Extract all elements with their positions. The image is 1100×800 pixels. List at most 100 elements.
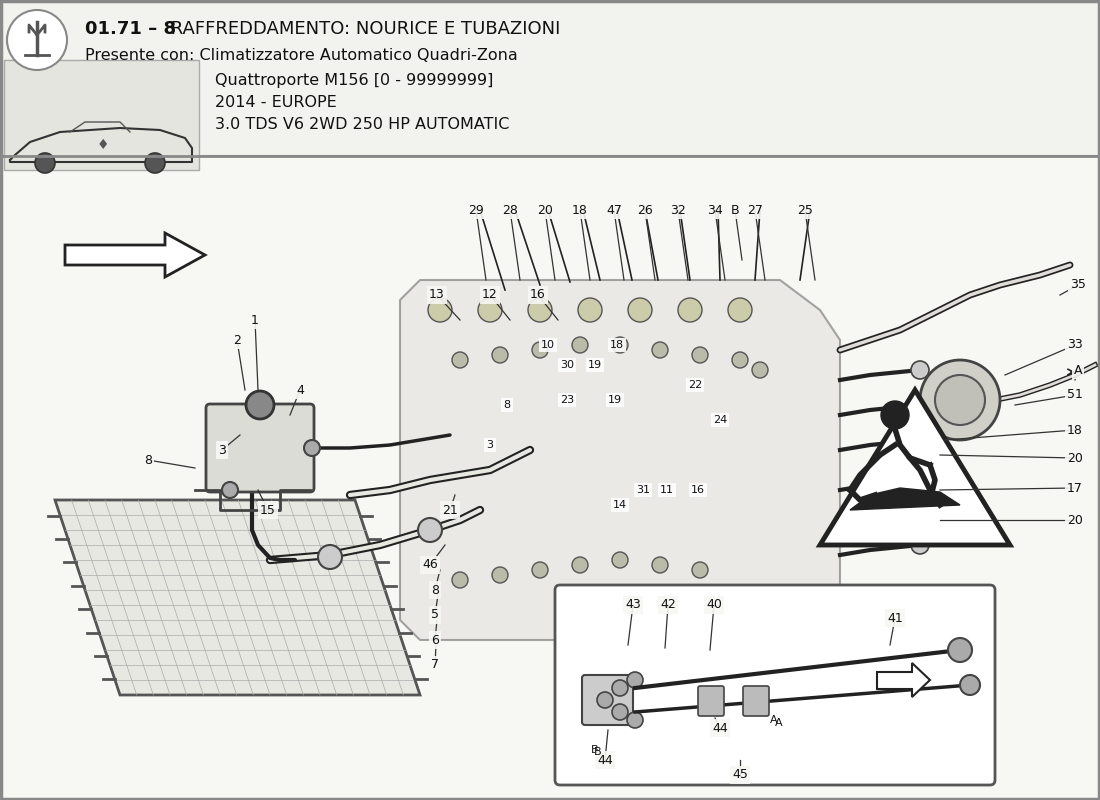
- Polygon shape: [820, 390, 1010, 545]
- Text: 32: 32: [670, 203, 686, 217]
- Circle shape: [492, 567, 508, 583]
- Polygon shape: [65, 233, 205, 277]
- Text: 30: 30: [560, 360, 574, 370]
- Circle shape: [246, 391, 274, 419]
- Text: 01.71 – 8: 01.71 – 8: [85, 20, 176, 38]
- Text: 10: 10: [541, 340, 556, 350]
- Circle shape: [35, 153, 55, 173]
- Text: 2014 - EUROPE: 2014 - EUROPE: [214, 95, 337, 110]
- Text: 14: 14: [613, 500, 627, 510]
- Circle shape: [7, 10, 67, 70]
- Text: 22: 22: [688, 380, 702, 390]
- Circle shape: [752, 362, 768, 378]
- Text: 34: 34: [707, 203, 723, 217]
- Text: 20: 20: [537, 203, 553, 217]
- FancyBboxPatch shape: [4, 60, 199, 170]
- Circle shape: [627, 672, 644, 688]
- Text: 18: 18: [572, 203, 587, 217]
- Text: 1: 1: [251, 314, 258, 326]
- Text: 8: 8: [431, 583, 439, 597]
- Text: ♦: ♦: [97, 138, 109, 152]
- Text: 3.0 TDS V6 2WD 250 HP AUTOMATIC: 3.0 TDS V6 2WD 250 HP AUTOMATIC: [214, 117, 509, 132]
- Circle shape: [612, 704, 628, 720]
- Text: 7: 7: [431, 658, 439, 671]
- Circle shape: [692, 347, 708, 363]
- FancyBboxPatch shape: [742, 686, 769, 716]
- Circle shape: [911, 536, 930, 554]
- Circle shape: [597, 692, 613, 708]
- Circle shape: [692, 562, 708, 578]
- Circle shape: [572, 337, 588, 353]
- Circle shape: [145, 153, 165, 173]
- Text: 8: 8: [504, 400, 510, 410]
- Text: 44: 44: [597, 754, 613, 766]
- Text: B: B: [591, 745, 598, 755]
- Text: 46: 46: [422, 558, 438, 571]
- Text: 5: 5: [431, 609, 439, 622]
- Circle shape: [881, 401, 909, 429]
- Circle shape: [532, 562, 548, 578]
- Circle shape: [304, 440, 320, 456]
- Text: 21: 21: [442, 503, 458, 517]
- Text: 25: 25: [798, 203, 813, 217]
- Circle shape: [920, 360, 1000, 440]
- Text: 3: 3: [486, 440, 494, 450]
- Text: B: B: [594, 747, 602, 757]
- Text: A: A: [770, 715, 778, 725]
- Polygon shape: [877, 663, 930, 697]
- Circle shape: [478, 298, 502, 322]
- Circle shape: [627, 712, 644, 728]
- Text: 3: 3: [218, 443, 226, 457]
- Text: 40: 40: [706, 598, 722, 611]
- Polygon shape: [850, 488, 960, 510]
- Text: 19: 19: [587, 360, 602, 370]
- Circle shape: [911, 431, 930, 449]
- Circle shape: [728, 298, 752, 322]
- Text: B: B: [730, 203, 739, 217]
- FancyBboxPatch shape: [582, 675, 632, 725]
- Text: 45: 45: [733, 769, 748, 782]
- Text: 19: 19: [608, 395, 623, 405]
- Circle shape: [612, 337, 628, 353]
- Circle shape: [222, 482, 238, 498]
- Text: 51: 51: [1067, 389, 1082, 402]
- Circle shape: [452, 352, 468, 368]
- Text: 12: 12: [482, 289, 498, 302]
- Text: Presente con: Climatizzatore Automatico Quadri-Zona: Presente con: Climatizzatore Automatico …: [85, 48, 518, 63]
- Circle shape: [911, 506, 930, 524]
- Text: 26: 26: [637, 203, 653, 217]
- Circle shape: [652, 557, 668, 573]
- Text: 16: 16: [691, 485, 705, 495]
- Circle shape: [911, 361, 930, 379]
- Text: 41: 41: [887, 611, 903, 625]
- Text: 8: 8: [144, 454, 152, 466]
- Text: 17: 17: [1067, 482, 1082, 494]
- Text: 33: 33: [1067, 338, 1082, 351]
- Circle shape: [732, 352, 748, 368]
- FancyBboxPatch shape: [206, 404, 313, 492]
- Text: 47: 47: [606, 203, 621, 217]
- FancyBboxPatch shape: [556, 585, 996, 785]
- Circle shape: [428, 298, 452, 322]
- Circle shape: [911, 471, 930, 489]
- Text: 27: 27: [747, 203, 763, 217]
- Text: 13: 13: [429, 289, 444, 302]
- Text: 4: 4: [296, 383, 304, 397]
- Circle shape: [960, 675, 980, 695]
- FancyBboxPatch shape: [0, 0, 1100, 156]
- Circle shape: [492, 347, 508, 363]
- Text: 28: 28: [502, 203, 518, 217]
- Circle shape: [578, 298, 602, 322]
- Circle shape: [572, 557, 588, 573]
- Circle shape: [452, 572, 468, 588]
- Text: 18: 18: [1067, 423, 1082, 437]
- Circle shape: [628, 298, 652, 322]
- Circle shape: [418, 518, 442, 542]
- FancyBboxPatch shape: [698, 686, 724, 716]
- Circle shape: [318, 545, 342, 569]
- Circle shape: [678, 298, 702, 322]
- Circle shape: [652, 342, 668, 358]
- Text: 6: 6: [431, 634, 439, 646]
- Text: 11: 11: [660, 485, 674, 495]
- Circle shape: [612, 680, 628, 696]
